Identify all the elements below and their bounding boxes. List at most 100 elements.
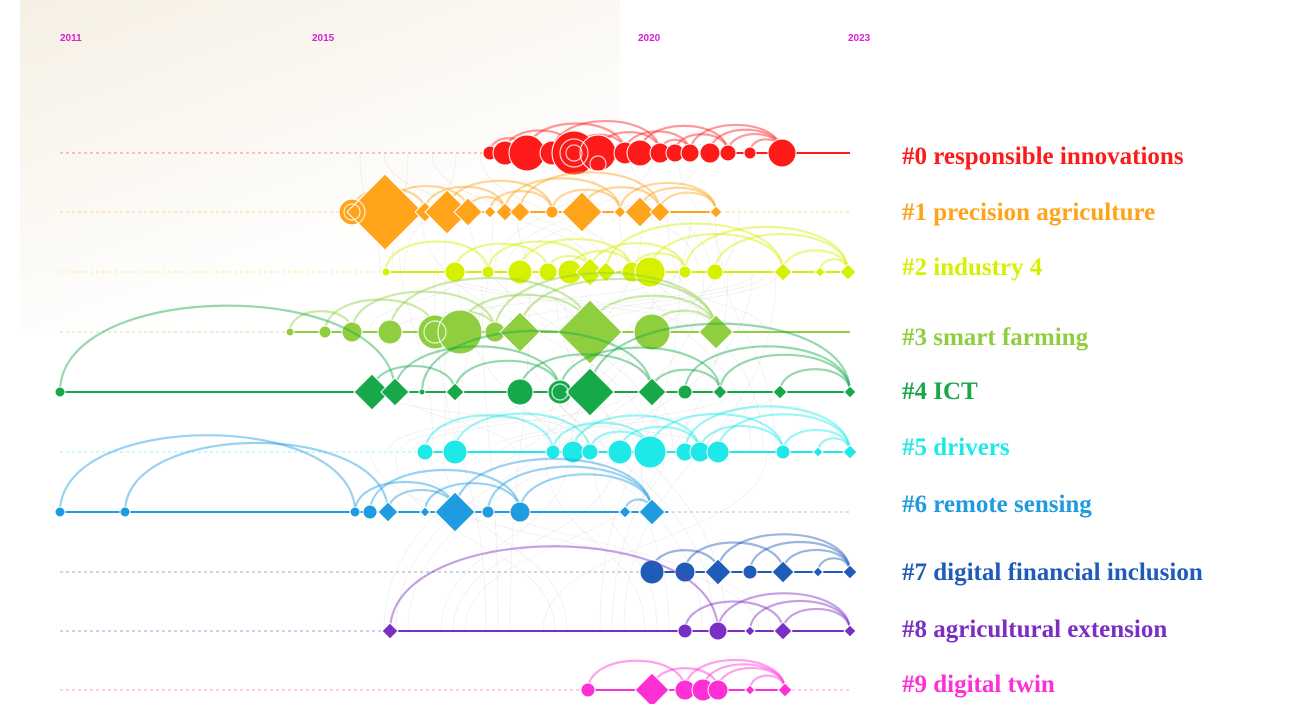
citation-link [590, 271, 780, 333]
cluster-arc-2 [588, 242, 687, 273]
cluster-arc-3 [518, 278, 718, 333]
citation-link [542, 451, 768, 632]
cluster-arc-9 [586, 659, 687, 691]
cluster-arc-6 [453, 457, 654, 513]
year-label-2011: 2011 [60, 33, 82, 44]
cluster-arc-6 [58, 434, 357, 513]
node-diamond [624, 196, 656, 228]
cluster-id: #4 [902, 378, 927, 405]
node-circle [545, 444, 561, 460]
node-circle [341, 321, 363, 343]
node-circle [481, 505, 495, 519]
node-diamond [634, 672, 670, 704]
cluster-name: precision agriculture [933, 199, 1156, 226]
citation-link [452, 451, 618, 632]
node-circle [581, 443, 599, 461]
cluster-arc-2 [453, 242, 550, 273]
citation-link [411, 391, 629, 453]
node-circle [285, 327, 295, 337]
node-diamond [637, 377, 667, 407]
cluster-arc-5 [571, 414, 702, 453]
cluster-arc-4 [453, 359, 562, 393]
node-diamond [839, 263, 857, 281]
node-circle [775, 444, 791, 460]
cluster-label-1: #1 precision agriculture [902, 198, 1155, 228]
cluster-arc-2 [713, 232, 850, 273]
node-circle [767, 138, 797, 168]
node-circle [545, 205, 559, 219]
citation-link [542, 271, 768, 333]
cluster-arc-1 [518, 171, 662, 213]
cluster-arc-6 [368, 469, 522, 513]
node-diamond [842, 564, 858, 580]
node-circle [506, 378, 534, 406]
node-diamond [419, 506, 431, 518]
node-ring [343, 203, 361, 221]
cluster-label-7: #7 digital financial inclusion [902, 558, 1203, 588]
node-diamond [744, 684, 756, 696]
citation-link [394, 451, 556, 632]
citation-link [399, 391, 581, 453]
node-diamond [842, 444, 858, 460]
node-diamond [618, 505, 632, 519]
cluster-arc-5 [716, 413, 852, 453]
node-circle [418, 388, 426, 396]
node-diamond [377, 501, 399, 523]
citation-link [544, 451, 646, 632]
cluster-id: #5 [902, 434, 927, 461]
cluster-name: remote sensing [933, 491, 1092, 518]
cluster-arc-5 [698, 425, 785, 453]
cluster-arc-4 [58, 304, 397, 393]
cluster-arc-5 [453, 412, 592, 453]
cluster-arc-7 [683, 541, 785, 573]
cluster-label-8: #8 agricultural extension [902, 615, 1167, 645]
cluster-arc-4 [588, 322, 852, 393]
cluster-label-6: #6 remote sensing [902, 490, 1092, 520]
node-circle [362, 504, 378, 520]
citation-link [392, 271, 678, 333]
citation-link [436, 271, 694, 333]
cluster-arc-2 [604, 222, 785, 273]
citation-link [501, 391, 779, 453]
cluster-arc-8 [683, 600, 785, 632]
node-diamond [557, 299, 623, 365]
cluster-id: #7 [902, 559, 927, 586]
node-circle [507, 259, 533, 285]
node-circle [719, 144, 737, 162]
cluster-name: ICT [933, 378, 978, 405]
cluster-name: industry 4 [933, 254, 1043, 281]
node-ring [589, 155, 607, 173]
node-circle [437, 309, 483, 355]
node-diamond [445, 382, 465, 402]
cluster-name: agricultural extension [933, 616, 1168, 643]
cluster-arc-2 [648, 232, 785, 273]
node-circle [677, 384, 693, 400]
node-circle [509, 501, 531, 523]
cluster-arc-8 [716, 592, 852, 632]
node-diamond [434, 491, 476, 533]
year-label-2023: 2023 [848, 33, 871, 44]
node-diamond [565, 367, 615, 417]
citation-link [440, 451, 570, 632]
node-circle [54, 506, 66, 518]
node-circle [708, 621, 728, 641]
node-circle [633, 313, 671, 351]
cluster-id: #1 [902, 199, 927, 226]
cluster-arc-2 [384, 240, 490, 273]
node-circle [743, 146, 757, 160]
node-circle [538, 262, 558, 282]
node-circle [444, 261, 466, 283]
cluster-arc-3 [350, 290, 497, 333]
node-circle [626, 139, 654, 167]
node-diamond [613, 205, 627, 219]
node-circle [349, 506, 361, 518]
cluster-arc-5 [781, 428, 852, 453]
node-diamond [638, 498, 666, 526]
citation-link [405, 391, 515, 453]
citation-link [418, 451, 772, 632]
node-ring [551, 383, 569, 401]
cluster-arc-6 [518, 473, 654, 513]
node-circle [706, 263, 724, 281]
